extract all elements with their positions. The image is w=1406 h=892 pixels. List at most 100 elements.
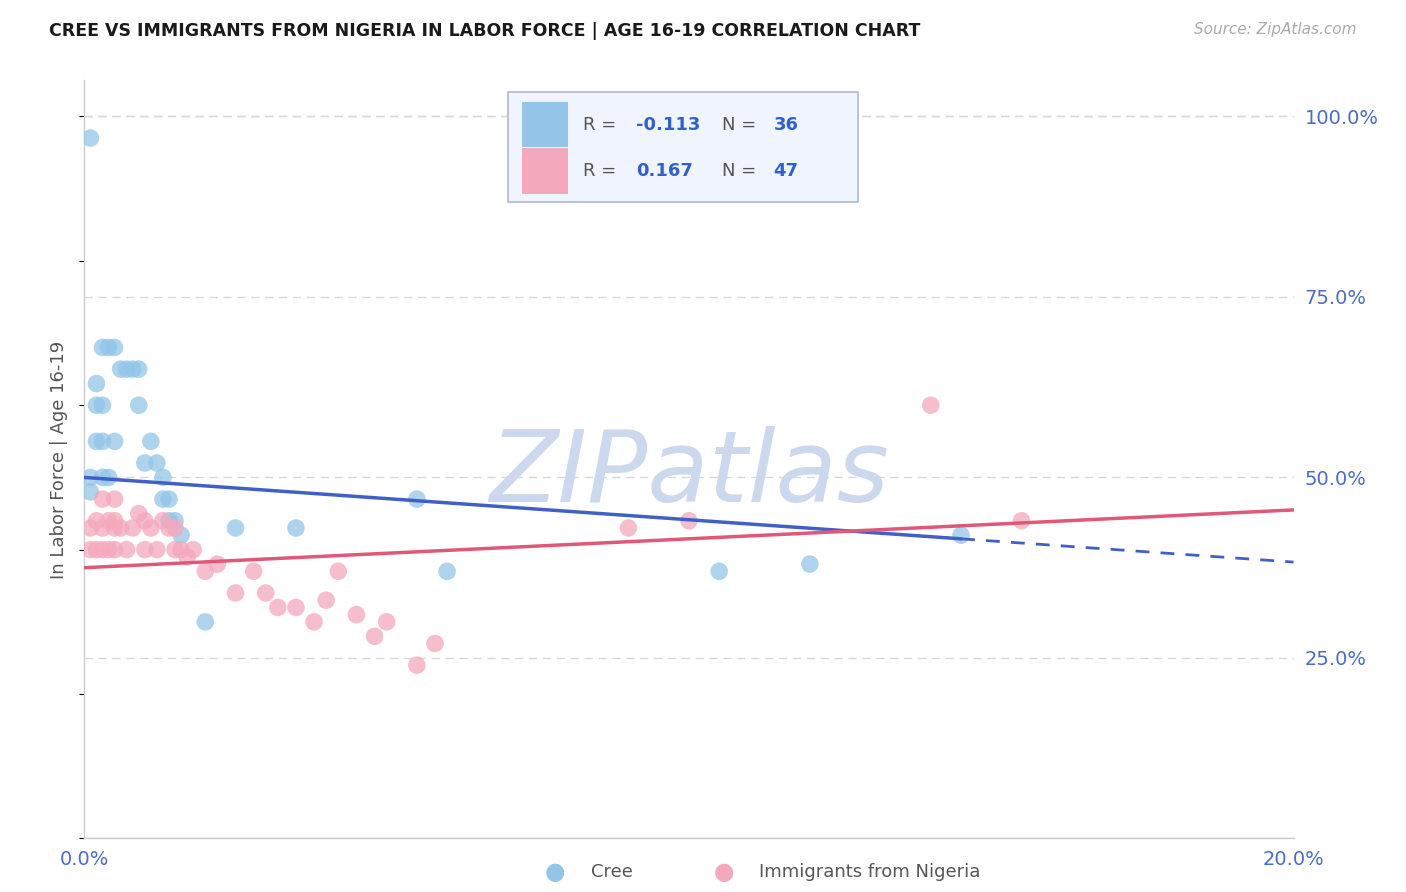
Point bbox=[207, 557, 229, 571]
Point bbox=[920, 398, 942, 412]
FancyBboxPatch shape bbox=[508, 92, 858, 202]
Point bbox=[91, 470, 114, 484]
Point bbox=[165, 542, 187, 557]
Point bbox=[165, 514, 187, 528]
Point bbox=[97, 341, 120, 355]
Point bbox=[97, 470, 120, 484]
Text: N =: N = bbox=[721, 161, 762, 180]
Point bbox=[146, 456, 169, 470]
Point bbox=[242, 564, 264, 578]
Point bbox=[104, 341, 127, 355]
Point bbox=[436, 564, 458, 578]
Point bbox=[302, 615, 325, 629]
Text: -0.113: -0.113 bbox=[636, 116, 700, 134]
Point bbox=[121, 521, 143, 535]
Point bbox=[91, 341, 114, 355]
Point bbox=[91, 542, 114, 557]
Text: N =: N = bbox=[721, 116, 762, 134]
Point bbox=[91, 521, 114, 535]
Point bbox=[86, 542, 108, 557]
Point bbox=[146, 542, 169, 557]
Point bbox=[950, 528, 973, 542]
Point bbox=[152, 492, 174, 507]
Point bbox=[1011, 514, 1033, 528]
Point bbox=[86, 398, 108, 412]
Point bbox=[97, 514, 120, 528]
Point bbox=[157, 492, 180, 507]
Point bbox=[152, 514, 174, 528]
Point bbox=[315, 593, 337, 607]
Text: ●: ● bbox=[714, 861, 734, 884]
Point bbox=[170, 542, 193, 557]
Point bbox=[104, 434, 127, 449]
Point bbox=[91, 492, 114, 507]
Point bbox=[709, 564, 731, 578]
Point bbox=[91, 434, 114, 449]
Point bbox=[115, 542, 138, 557]
Point bbox=[79, 542, 101, 557]
Point bbox=[86, 514, 108, 528]
Text: ZIPatlas: ZIPatlas bbox=[489, 426, 889, 523]
Point bbox=[128, 507, 150, 521]
Point bbox=[375, 615, 398, 629]
Point bbox=[176, 549, 198, 564]
Point bbox=[254, 586, 277, 600]
Point bbox=[91, 398, 114, 412]
Point bbox=[194, 564, 217, 578]
Point bbox=[181, 542, 204, 557]
Point bbox=[285, 600, 308, 615]
Point bbox=[194, 615, 217, 629]
Point bbox=[678, 514, 700, 528]
Point bbox=[225, 521, 247, 535]
Point bbox=[104, 521, 127, 535]
Text: R =: R = bbox=[582, 116, 621, 134]
Text: Source: ZipAtlas.com: Source: ZipAtlas.com bbox=[1194, 22, 1357, 37]
Point bbox=[225, 586, 247, 600]
Text: 36: 36 bbox=[773, 116, 799, 134]
Point bbox=[406, 492, 429, 507]
Point bbox=[267, 600, 290, 615]
Point bbox=[110, 362, 132, 376]
FancyBboxPatch shape bbox=[522, 148, 568, 194]
Point bbox=[423, 636, 446, 650]
Text: ●: ● bbox=[546, 861, 565, 884]
Point bbox=[115, 362, 138, 376]
Point bbox=[363, 629, 385, 643]
Point bbox=[152, 470, 174, 484]
Text: 0.167: 0.167 bbox=[636, 161, 693, 180]
Point bbox=[128, 362, 150, 376]
Point bbox=[79, 131, 101, 145]
Point bbox=[79, 521, 101, 535]
Text: CREE VS IMMIGRANTS FROM NIGERIA IN LABOR FORCE | AGE 16-19 CORRELATION CHART: CREE VS IMMIGRANTS FROM NIGERIA IN LABOR… bbox=[49, 22, 921, 40]
Point bbox=[285, 521, 308, 535]
Point bbox=[104, 514, 127, 528]
Point bbox=[128, 398, 150, 412]
Text: Cree: Cree bbox=[591, 863, 633, 881]
Y-axis label: In Labor Force | Age 16-19: In Labor Force | Age 16-19 bbox=[51, 340, 69, 579]
Point bbox=[139, 521, 162, 535]
Text: 47: 47 bbox=[773, 161, 799, 180]
Point bbox=[617, 521, 640, 535]
Point bbox=[406, 658, 429, 673]
Point bbox=[104, 492, 127, 507]
Point bbox=[86, 376, 108, 391]
Point bbox=[110, 521, 132, 535]
Point bbox=[79, 470, 101, 484]
Point bbox=[121, 362, 143, 376]
Point bbox=[157, 521, 180, 535]
Text: R =: R = bbox=[582, 161, 621, 180]
Point bbox=[157, 514, 180, 528]
Point bbox=[97, 542, 120, 557]
Point bbox=[328, 564, 350, 578]
Point bbox=[799, 557, 821, 571]
Point bbox=[104, 542, 127, 557]
Point bbox=[346, 607, 368, 622]
Point bbox=[134, 456, 156, 470]
Point bbox=[139, 434, 162, 449]
FancyBboxPatch shape bbox=[522, 102, 568, 147]
Point bbox=[86, 434, 108, 449]
Point bbox=[134, 542, 156, 557]
Point bbox=[165, 521, 187, 535]
Point bbox=[170, 528, 193, 542]
Text: Immigrants from Nigeria: Immigrants from Nigeria bbox=[759, 863, 980, 881]
